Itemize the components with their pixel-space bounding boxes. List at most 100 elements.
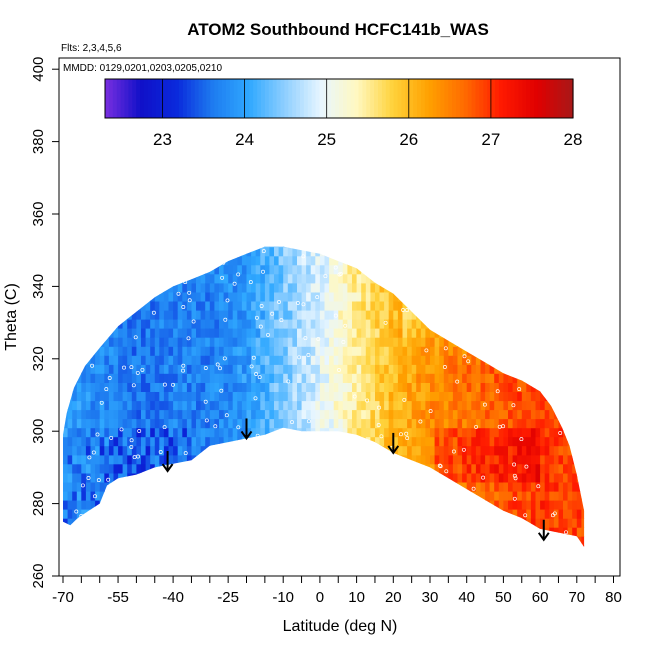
heatmap-cell [535,246,541,248]
heatmap-cell [205,418,211,429]
heatmap-cell [549,337,555,347]
heatmap-cell [228,481,234,492]
heatmap-cell [95,319,101,329]
heatmap-cell [63,436,69,447]
heatmap-cell [251,364,257,374]
heatmap-cell [365,527,371,537]
heatmap-cell [264,337,271,347]
heatmap-cell [452,246,459,248]
heatmap-cell [99,373,105,383]
heatmap-cell [205,490,211,501]
heatmap-cell [425,319,431,329]
heatmap-cell [375,509,381,519]
heatmap-cell [319,273,326,284]
sample-marker [525,525,530,530]
heatmap-cell [287,273,293,284]
heatmap-cell [503,500,509,510]
heatmap-cell [370,427,376,438]
heatmap-cell [150,481,156,492]
heatmap-cell [462,346,468,356]
heatmap-cell [402,264,408,275]
heatmap-cell [375,445,381,456]
heatmap-cell [517,500,523,510]
heatmap-cell [191,545,197,547]
heatmap-cell [150,445,156,456]
heatmap-cell [567,509,573,519]
heatmap-cell [526,273,532,284]
heatmap-cell [384,364,390,374]
heatmap-cell [471,463,477,474]
heatmap-cell [159,364,165,374]
heatmap-cell [237,509,243,519]
heatmap-cell [333,264,339,275]
sample-marker [366,519,371,523]
heatmap-cell [260,337,266,347]
heatmap-cell [535,355,541,365]
heatmap-cell [563,246,569,257]
heatmap-cell [333,355,339,365]
heatmap-cell [306,291,312,302]
heatmap-cell [67,436,73,447]
heatmap-cell [118,409,124,420]
colorbar-swatch [530,79,535,118]
sample-marker [111,308,116,312]
heatmap-cell [72,337,78,347]
heatmap-cell [200,319,206,329]
heatmap-cell [347,282,353,293]
heatmap-cell [122,264,128,275]
heatmap-cell [397,454,404,465]
heatmap-cell [498,481,504,492]
heatmap-cell [324,309,330,320]
heatmap-cell [544,355,550,365]
heatmap-cell [122,373,128,383]
heatmap-cell [283,255,289,266]
heatmap-cell [466,246,472,248]
heatmap-cell [407,481,413,492]
heatmap-cell [191,273,197,284]
heatmap-cell [191,373,197,383]
heatmap-cell [420,500,426,510]
heatmap-cell [480,373,486,383]
heatmap-cell [173,319,179,329]
heatmap-cell [182,445,188,456]
heatmap-cell [375,436,381,447]
sample-marker [193,472,198,477]
heatmap-cell [264,418,271,429]
heatmap-cell [352,319,358,329]
heatmap-cell [434,382,440,392]
heatmap-cell [416,246,422,257]
colorbar-swatch [105,79,110,118]
colorbar-swatch [393,79,399,118]
heatmap-cell [480,309,486,320]
heatmap-cell [278,246,284,248]
heatmap-cell [67,481,73,492]
heatmap-cell [163,382,170,392]
heatmap-cell [489,463,495,474]
heatmap-cell [342,300,348,311]
heatmap-cell [223,346,229,356]
heatmap-cell [388,346,394,356]
heatmap-cell [452,273,459,284]
colorbar-swatch [167,79,172,118]
heatmap-cell [214,282,220,293]
heatmap-cell [269,246,275,257]
heatmap-cell [356,273,362,284]
heatmap-cell [232,328,238,338]
heatmap-cell [512,346,518,356]
heatmap-cell [489,346,495,356]
heatmap-cell [182,490,188,501]
heatmap-cell [485,536,491,546]
heatmap-cell [72,391,78,402]
heatmap-cell [420,445,426,456]
heatmap-cell [521,427,527,438]
heatmap-cell [260,246,266,257]
heatmap-cell [457,346,463,356]
heatmap-cell [407,328,413,338]
heatmap-cell [443,373,449,383]
heatmap-cell [283,273,289,284]
heatmap-cell [485,255,491,266]
heatmap-cell [420,545,426,547]
heatmap-cell [274,337,280,347]
heatmap-cell [572,518,578,528]
sample-marker [519,437,524,442]
